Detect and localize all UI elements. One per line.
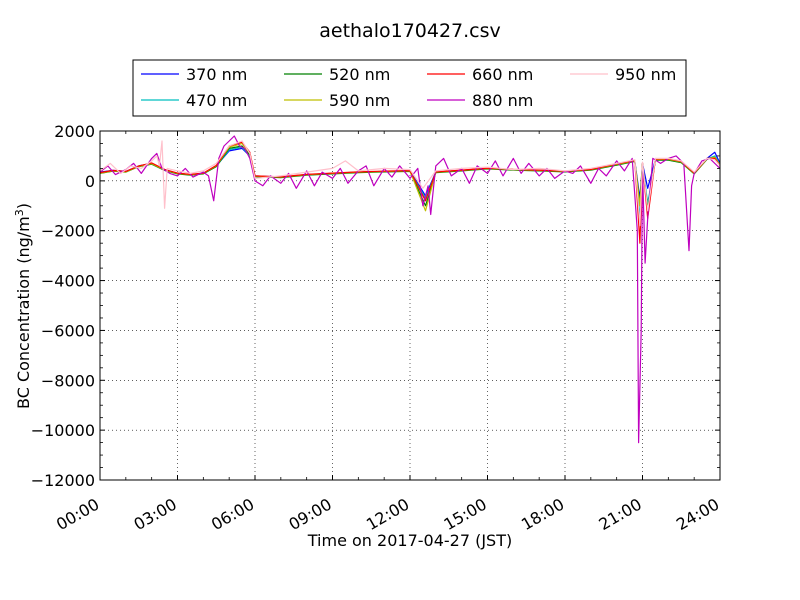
legend-item: 590 nm [284,91,390,110]
y-tick-label: −12000 [31,471,95,490]
y-tick-label: −4000 [41,272,95,291]
y-axis-label: BC Concentration (ng/m3) [13,203,33,409]
y-axis-label-main: BC Concentration (ng/m [14,216,33,409]
legend-item: 470 nm [141,91,247,110]
series-lines [100,135,720,444]
legend-label: 950 nm [615,65,676,84]
grid [100,131,720,480]
legend-label: 470 nm [186,91,247,110]
chart-title: aethalo170427.csv [319,20,501,42]
legend-label: 370 nm [186,65,247,84]
y-tick-label: −8000 [41,371,95,390]
legend-label: 880 nm [472,91,533,110]
legend-item: 880 nm [427,91,533,110]
legend-item: 520 nm [284,65,390,84]
y-axis-label-end: ) [14,203,33,209]
y-tick-label: 2000 [54,122,95,141]
y-axis-label-superscript: 3 [13,209,26,216]
series-line-950-nm [100,140,720,227]
x-axis-label: Time on 2017-04-27 (JST) [307,531,512,550]
legend-item: 660 nm [427,65,533,84]
legend-label: 660 nm [472,65,533,84]
legend-label: 520 nm [329,65,390,84]
y-tick-label: −2000 [41,222,95,241]
y-tick-label: −10000 [31,421,95,440]
y-tick-label: 0 [85,172,95,191]
legend-label: 590 nm [329,91,390,110]
legend-box [132,59,687,117]
legend-item: 950 nm [570,65,676,84]
y-tick-label: −6000 [41,321,95,340]
legend: 370 nm 470 nm 520 nm 590 nm 660 nm 880 nm 950 … [132,59,687,117]
series-line-880-nm [100,135,720,444]
legend-item: 370 nm [141,65,247,84]
legend-items: 370 nm 470 nm 520 nm 590 nm 660 nm 880 nm 950 … [141,65,676,110]
